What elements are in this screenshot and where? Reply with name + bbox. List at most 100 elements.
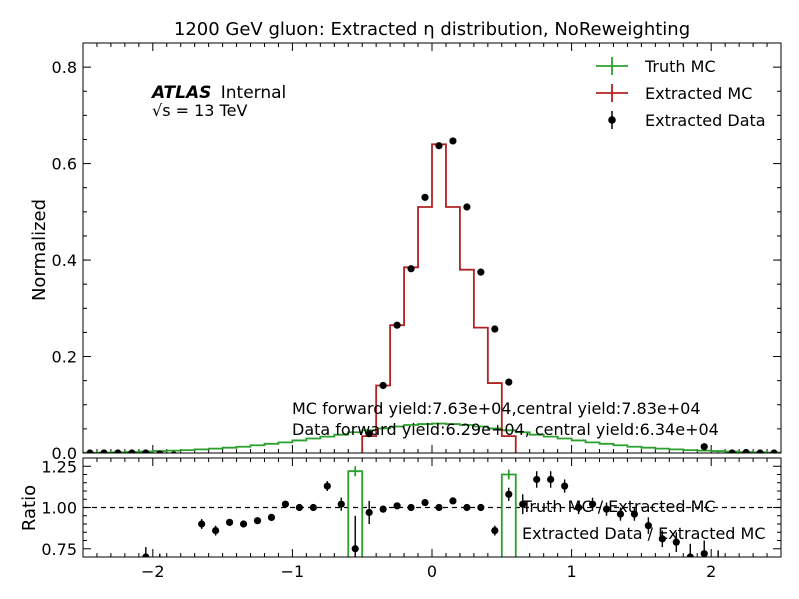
ratio-point — [295, 503, 303, 512]
ratio-y-tick-label: 0.75 — [41, 540, 77, 559]
main-y-tick-label: 0.2 — [52, 348, 77, 367]
ratio-point — [574, 503, 583, 512]
data-point — [142, 449, 150, 453]
data-point — [770, 449, 778, 453]
main-y-tick-label: 0.0 — [52, 444, 77, 463]
ratio-x-tick-label: −1 — [281, 562, 305, 581]
legend-extracted-mc: Extracted MC — [645, 84, 752, 103]
ratio-point — [142, 553, 150, 557]
truth-mc-line — [83, 422, 781, 453]
ratio-data-series — [142, 471, 719, 569]
legend-extracted-data: Extracted Data — [645, 111, 766, 130]
ratio-point — [351, 545, 359, 553]
legend-extracted-mc-marker — [596, 84, 628, 102]
main-panel: 0.0 0.2 0.4 0.6 0.8 Normalized ATLAS Interna… — [29, 42, 782, 463]
ratio-point — [393, 502, 401, 510]
ratio-point — [379, 505, 387, 513]
ratio-point — [630, 510, 639, 518]
ratio-point — [602, 505, 611, 513]
data-point — [742, 448, 750, 453]
ratio-truth-series — [347, 466, 517, 557]
legend-truth-mc: Truth MC — [644, 57, 716, 76]
ratio-point — [644, 522, 652, 530]
data-point — [128, 449, 136, 453]
ratio-panel: 0.75 1.00 1.25 −2 −1 0 1 2 Ratio Truth MC / Ex… — [19, 457, 782, 581]
ratio-point — [561, 482, 569, 490]
ratio-y-tick-label: 1.25 — [41, 457, 77, 476]
ratio-point — [547, 475, 555, 484]
ratio-point — [323, 482, 331, 490]
data-point — [449, 137, 457, 145]
ratio-point — [519, 500, 527, 508]
data-point — [728, 449, 736, 453]
ratio-point — [225, 518, 234, 526]
ratio-x-axis: −2 −1 0 1 2 — [82, 458, 782, 581]
chart-title: 1200 GeV gluon: Extracted η distribution… — [174, 19, 690, 40]
atlas-label-line: ATLAS Internal — [150, 83, 286, 103]
ratio-legend-truth: Truth MC / Extracted MC — [521, 497, 716, 516]
data-point — [756, 449, 764, 453]
ratio-point — [533, 475, 541, 484]
atlas-label: ATLAS — [150, 83, 211, 103]
data-point — [86, 449, 94, 453]
ratio-y-tick-label: 1.00 — [41, 499, 77, 518]
main-x-ticks — [82, 43, 782, 453]
ratio-point — [198, 520, 206, 528]
data-point — [463, 203, 471, 211]
ratio-y-axis: 0.75 1.00 1.25 — [41, 457, 781, 559]
data-point — [477, 268, 485, 276]
ratio-point — [253, 517, 262, 525]
ratio-point — [365, 508, 373, 517]
data-point — [100, 449, 108, 453]
data-point — [393, 321, 401, 329]
atlas-sublabel: Internal — [221, 83, 287, 103]
ratio-point — [449, 497, 457, 505]
ratio-point — [616, 510, 625, 518]
ratio-point — [421, 498, 429, 507]
ratio-point — [267, 513, 276, 522]
data-yield-annotation: Data forward yield:6.29e+04, central yie… — [292, 420, 719, 439]
ratio-point — [672, 538, 680, 546]
ratio-point — [281, 500, 290, 508]
data-point — [114, 449, 122, 453]
ratio-legend-data: Extracted Data / Extracted MC — [522, 524, 766, 543]
energy-label: √s = 13 TeV — [152, 101, 247, 120]
ratio-plot-frame — [82, 457, 782, 558]
ratio-point — [491, 527, 499, 535]
extracted-data-series — [86, 137, 778, 453]
ratio-x-tick-label: −2 — [141, 562, 165, 581]
data-point — [407, 265, 415, 273]
ratio-point — [239, 520, 248, 528]
truth-mc-series — [83, 422, 781, 453]
data-point — [156, 450, 164, 453]
ratio-point — [407, 503, 415, 512]
main-legend: Truth MC Extracted MC Extracted Data — [596, 57, 766, 130]
main-plot-frame — [82, 42, 782, 454]
ratio-point — [588, 500, 597, 508]
legend-truth-mc-marker — [596, 57, 628, 75]
ratio-x-tick-label: 1 — [567, 562, 577, 581]
ratio-point — [505, 490, 513, 498]
ratio-point — [686, 553, 694, 557]
data-point — [379, 381, 387, 390]
ratio-point — [435, 503, 443, 512]
ratio-point — [309, 503, 317, 512]
ratio-point — [658, 535, 666, 543]
data-point — [170, 451, 177, 453]
ratio-y-axis-label: Ratio — [19, 485, 40, 531]
data-point — [421, 193, 429, 201]
data-point — [505, 378, 513, 386]
data-point — [700, 443, 708, 451]
ratio-point — [212, 527, 220, 535]
main-y-tick-label: 0.8 — [52, 58, 77, 77]
data-point — [435, 142, 443, 150]
ratio-x-tick-label: 2 — [706, 562, 716, 581]
data-point — [491, 325, 499, 333]
ratio-point — [170, 562, 177, 569]
data-point — [365, 430, 373, 438]
main-y-tick-label: 0.4 — [52, 251, 77, 270]
main-y-axis-label: Normalized — [29, 199, 50, 301]
ratio-x-tick-label: 0 — [427, 562, 437, 581]
main-y-tick-label: 0.6 — [52, 155, 77, 174]
